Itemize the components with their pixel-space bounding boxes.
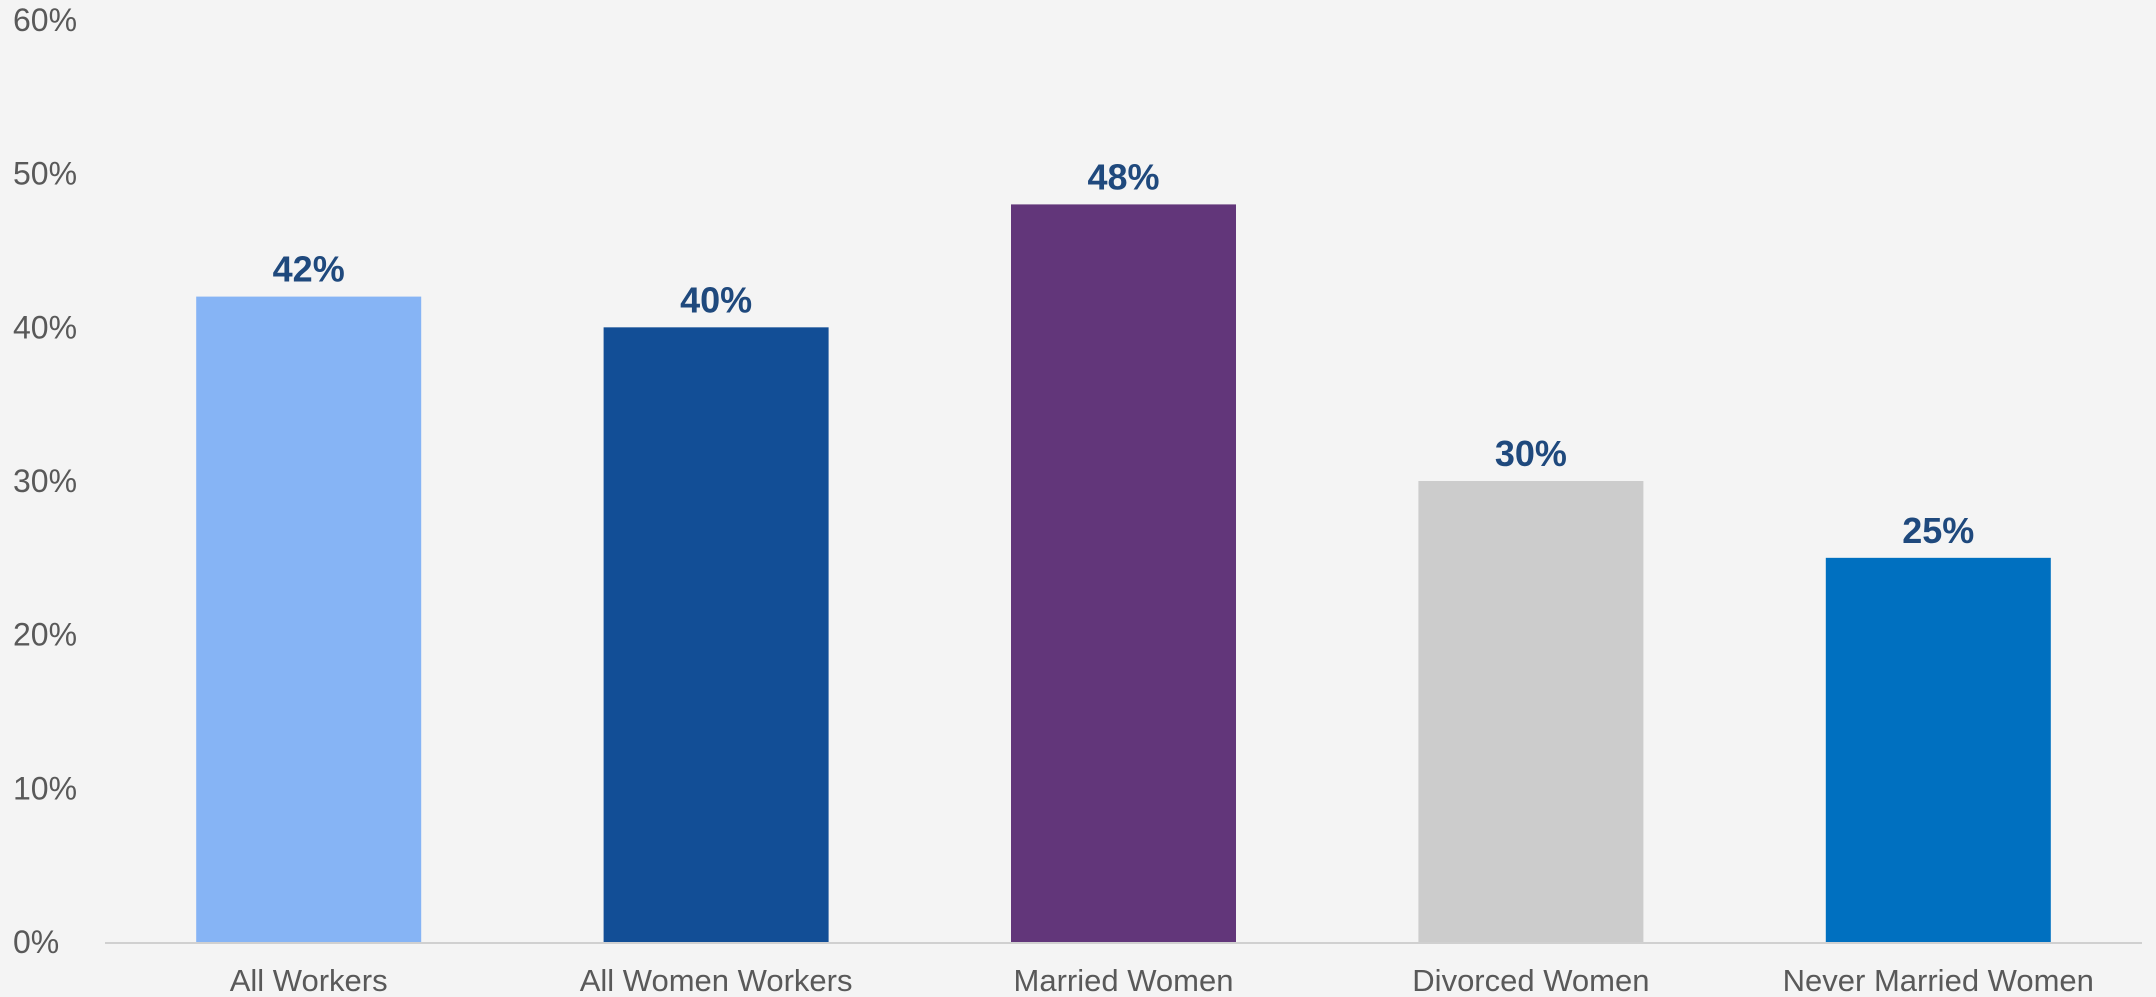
bar-all-workers <box>196 296 422 943</box>
y-tick-label: 60% <box>13 2 77 38</box>
y-axis: 0% 10% 20% 30% 40% 50% 60% <box>13 2 77 960</box>
bar-all-women-workers <box>603 327 829 942</box>
y-tick-label: 0% <box>13 924 59 960</box>
data-labels: 42% 40% 48% 30% 25% <box>273 156 1975 550</box>
y-tick-label: 50% <box>13 156 77 192</box>
x-tick-label: Married Women <box>1014 963 1234 997</box>
data-label: 30% <box>1495 433 1567 474</box>
y-tick-label: 30% <box>13 463 77 499</box>
x-tick-label: Divorced Women <box>1412 963 1649 997</box>
bar-married-women <box>1011 204 1236 942</box>
y-tick-label: 10% <box>13 770 77 806</box>
data-label: 40% <box>680 279 752 320</box>
data-label: 48% <box>1087 156 1159 197</box>
x-tick-label: All Women Workers <box>580 963 853 997</box>
bars <box>196 204 2051 943</box>
x-tick-label: Never Married Women <box>1783 963 2094 997</box>
x-axis: All Workers All Women Workers Married Wome… <box>230 963 2094 997</box>
data-label: 25% <box>1902 510 1974 551</box>
bar-never-married-women <box>1825 557 2051 942</box>
bar-divorced-women <box>1418 481 1644 942</box>
data-label: 42% <box>273 249 345 290</box>
y-tick-label: 20% <box>13 617 77 653</box>
x-tick-label: All Workers <box>230 963 388 997</box>
y-tick-label: 40% <box>13 309 77 345</box>
